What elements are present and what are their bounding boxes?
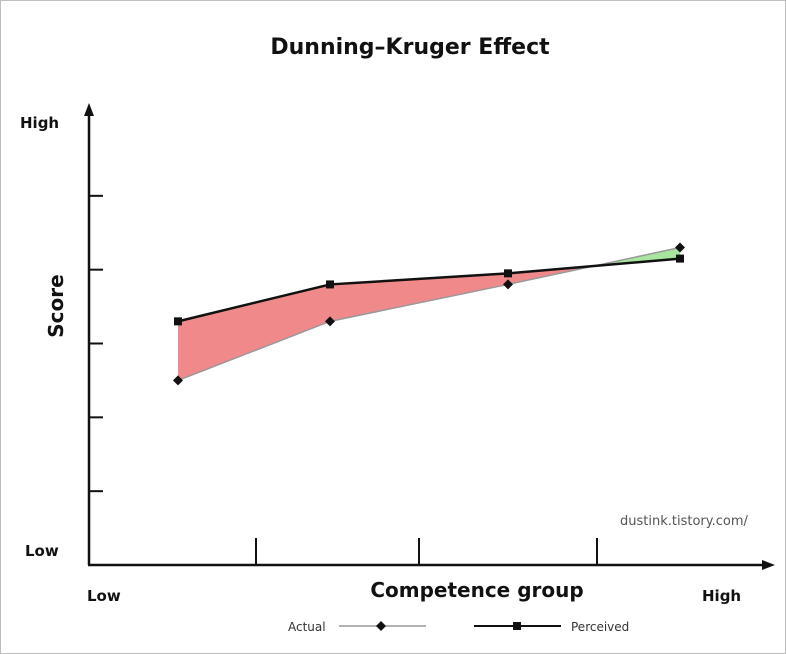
series-markers bbox=[173, 242, 685, 386]
overestimate-area bbox=[178, 265, 594, 381]
fill-areas bbox=[178, 247, 680, 381]
legend-perceived-label: Perceived bbox=[571, 620, 629, 634]
actual-point bbox=[173, 375, 183, 386]
x-axis-title: Competence group bbox=[370, 578, 583, 602]
actual-point bbox=[675, 242, 685, 253]
x-axis-high-label: High bbox=[702, 587, 741, 605]
y-ticks bbox=[89, 194, 103, 493]
actual-point bbox=[503, 279, 513, 290]
x-axis-arrow bbox=[762, 560, 775, 570]
y-axis-high-label: High bbox=[20, 114, 59, 132]
legend-perceived-marker bbox=[513, 622, 521, 630]
y-axis-arrow bbox=[84, 103, 94, 116]
perceived-line bbox=[177, 257, 681, 323]
legend: Actual Perceived bbox=[288, 620, 629, 634]
watermark-text: dustink.tistory.com/ bbox=[620, 514, 748, 529]
actual-point bbox=[325, 316, 335, 327]
chart-title: Dunning–Kruger Effect bbox=[270, 35, 550, 60]
perceived-point bbox=[326, 280, 334, 289]
series-lines bbox=[177, 246, 681, 382]
x-ticks bbox=[255, 538, 598, 565]
legend-actual-label: Actual bbox=[288, 620, 326, 634]
perceived-point bbox=[504, 269, 512, 278]
x-axis-low-label: Low bbox=[87, 587, 121, 605]
perceived-point bbox=[676, 254, 684, 263]
legend-actual-marker bbox=[376, 621, 386, 631]
y-axis-low-label: Low bbox=[25, 542, 59, 560]
y-axis-title: Score bbox=[44, 274, 68, 337]
perceived-point bbox=[174, 317, 182, 326]
